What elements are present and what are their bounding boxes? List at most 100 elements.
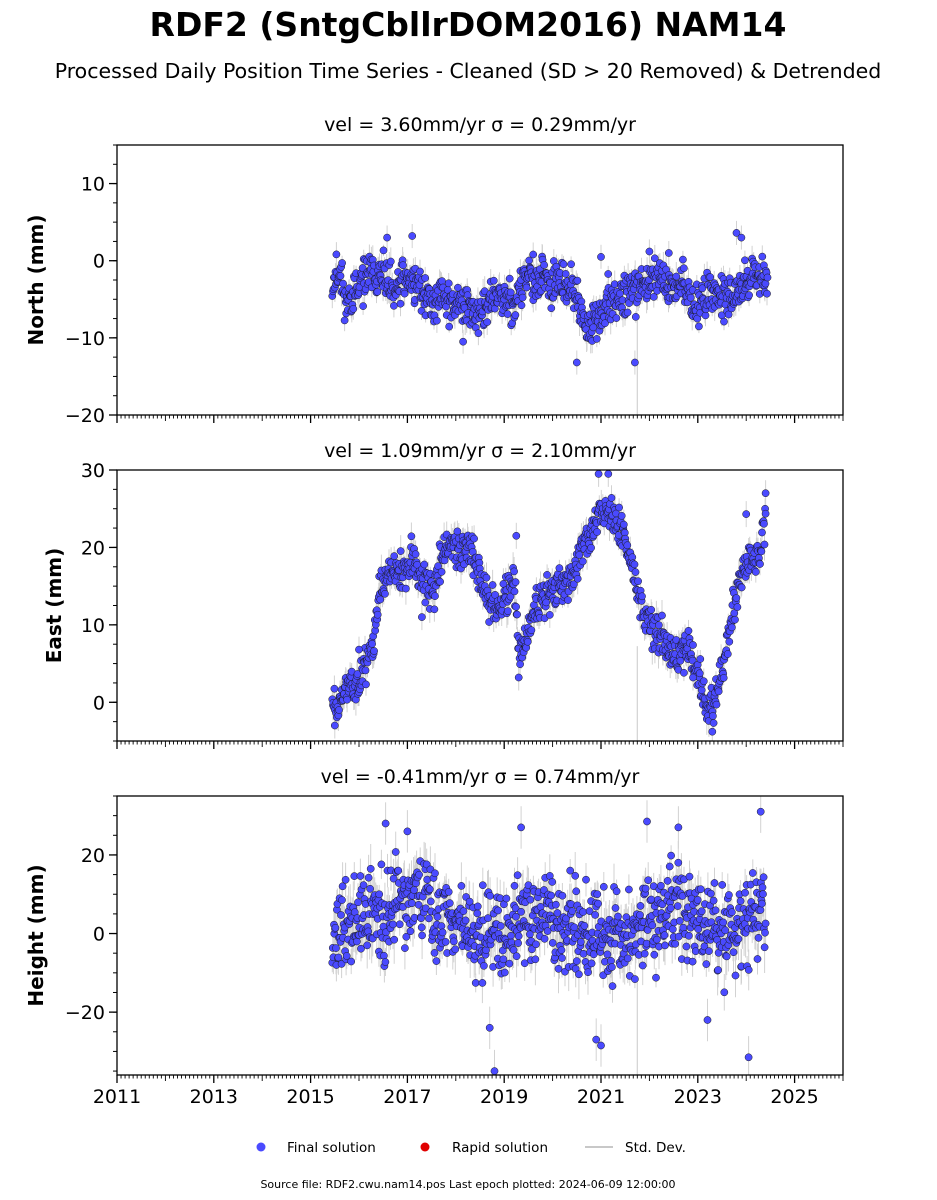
- data-point: [573, 276, 582, 285]
- data-point: [335, 706, 343, 714]
- data-point: [592, 335, 601, 343]
- panel-title: vel = 3.60mm/yr σ = 0.29mm/yr: [324, 114, 636, 136]
- data-point: [607, 494, 616, 502]
- data-point: [331, 923, 340, 932]
- data-point: [512, 531, 521, 540]
- data-point: [604, 470, 613, 478]
- data-point: [761, 489, 770, 498]
- data-point: [719, 674, 728, 682]
- y-tick-label: −20: [65, 405, 105, 427]
- data-point: [361, 666, 370, 675]
- data-point: [547, 304, 556, 313]
- figure-subtitle: Processed Daily Position Time Series - C…: [55, 59, 882, 83]
- data-point: [356, 872, 365, 880]
- data-point: [689, 641, 697, 649]
- data-point: [709, 719, 718, 727]
- data-point: [332, 944, 340, 952]
- y-tick-label: 30: [81, 460, 105, 482]
- data-point: [395, 920, 404, 929]
- data-point: [430, 949, 439, 957]
- data-point: [330, 721, 339, 730]
- data-point: [724, 310, 733, 319]
- data-point: [437, 568, 446, 576]
- data-point: [444, 888, 453, 896]
- data-point: [737, 233, 746, 242]
- data-point: [343, 695, 351, 704]
- data-point: [543, 571, 551, 579]
- data-point: [763, 273, 772, 282]
- y-tick-label: 10: [81, 615, 105, 637]
- data-point: [631, 568, 640, 576]
- data-point: [516, 660, 524, 669]
- data-point: [612, 314, 621, 322]
- data-point: [353, 937, 361, 946]
- data-point: [695, 322, 703, 331]
- data-point: [706, 273, 715, 281]
- data-point: [355, 645, 363, 654]
- data-point: [511, 578, 520, 586]
- data-point: [474, 329, 483, 338]
- data-point: [375, 890, 384, 899]
- data-point: [423, 875, 432, 884]
- data-point: [638, 592, 646, 601]
- stddev-bars: [331, 220, 768, 415]
- panel-title: vel = 1.09mm/yr σ = 2.10mm/yr: [324, 440, 636, 462]
- data-layer: [328, 470, 770, 741]
- data-point: [425, 885, 434, 894]
- data-point: [731, 615, 739, 624]
- data-layer: [328, 220, 772, 415]
- data-point: [714, 687, 723, 696]
- data-point: [589, 323, 598, 332]
- data-point: [688, 656, 697, 665]
- data-point: [349, 305, 358, 313]
- data-point: [597, 253, 605, 261]
- data-point: [380, 951, 388, 960]
- data-point: [511, 311, 520, 319]
- panel-height: vel = -0.41mm/yr σ = 0.74mm/yr Height (mm…: [24, 766, 844, 1108]
- data-point: [712, 700, 721, 709]
- data-point: [488, 581, 497, 589]
- data-point: [689, 673, 697, 682]
- y-tick-label: 20: [81, 537, 105, 559]
- data-point: [561, 270, 570, 278]
- data-point: [401, 944, 409, 952]
- data-point: [482, 573, 491, 582]
- data-point: [631, 313, 640, 321]
- data-point: [433, 316, 441, 325]
- data-point: [567, 260, 575, 269]
- final-solution-points: [328, 229, 772, 367]
- data-point: [555, 564, 564, 572]
- data-point: [664, 249, 673, 257]
- data-point: [386, 257, 395, 266]
- data-point: [366, 864, 375, 873]
- data-point: [425, 914, 433, 923]
- data-point: [604, 270, 613, 278]
- data-point: [437, 922, 446, 930]
- data-point: [522, 283, 531, 292]
- data-point: [338, 896, 346, 904]
- data-point: [489, 276, 498, 285]
- data-point: [433, 912, 442, 921]
- data-point: [645, 247, 654, 256]
- data-point: [564, 596, 572, 604]
- data-point: [396, 547, 405, 555]
- data-point: [411, 550, 420, 559]
- data-point: [617, 511, 626, 520]
- data-point: [751, 568, 760, 576]
- data-point: [364, 873, 373, 882]
- data-point: [366, 884, 374, 893]
- data-point: [505, 274, 514, 283]
- data-point: [408, 232, 417, 240]
- data-point: [376, 595, 385, 604]
- data-point: [362, 680, 370, 689]
- data-point: [696, 655, 705, 663]
- data-point: [697, 686, 706, 694]
- data-point: [573, 574, 582, 583]
- data-point: [454, 283, 462, 292]
- data-point: [436, 577, 444, 586]
- data-point: [417, 923, 426, 932]
- data-point: [760, 519, 768, 528]
- data-point: [390, 935, 399, 944]
- data-point: [523, 637, 532, 646]
